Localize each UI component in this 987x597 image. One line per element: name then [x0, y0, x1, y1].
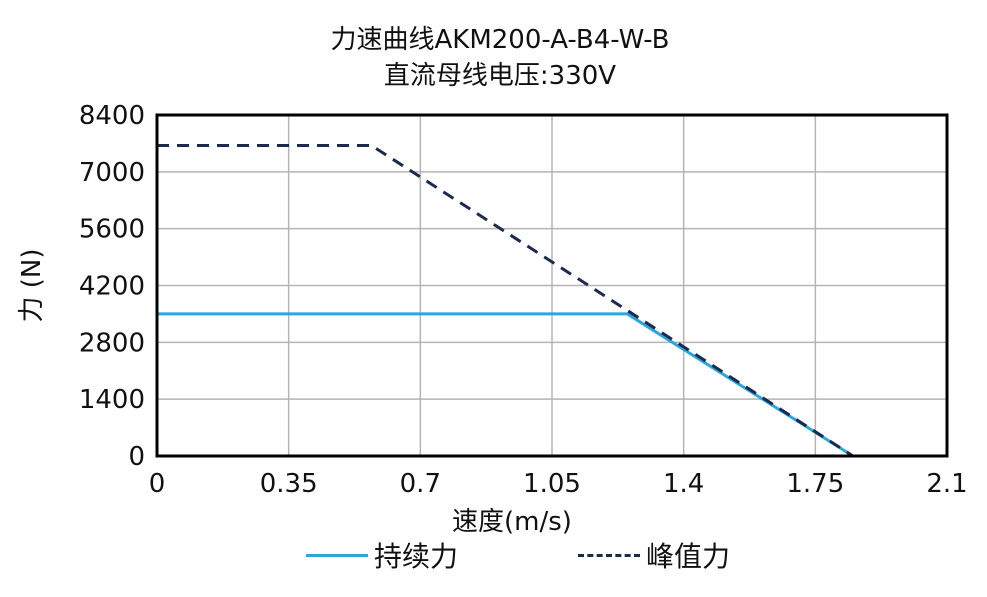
- x-tick-label: 2.1: [926, 469, 967, 499]
- plot-frame: [155, 113, 949, 458]
- x-tick-label: 1.4: [663, 469, 704, 499]
- x-tick-label: 1.75: [786, 469, 844, 499]
- y-tick-label: 4200: [79, 272, 145, 302]
- chart-title: 力速曲线AKM200-A-B4-W-B: [330, 25, 670, 55]
- y-tick-label: 8400: [79, 101, 145, 131]
- legend-item-continuous: 持续力: [306, 535, 458, 575]
- legend-label-continuous: 持续力: [374, 540, 459, 573]
- grid: [156, 114, 948, 457]
- x-tick-label: 0.35: [260, 469, 318, 499]
- x-axis-label: 速度(m/s): [452, 507, 572, 537]
- legend-item-peak: 峰值力: [578, 535, 730, 575]
- y-tick-label: 5600: [79, 215, 145, 245]
- y-axis-label: 力 (N): [17, 248, 47, 322]
- legend-swatch-dashed: [578, 553, 640, 557]
- x-tick-label: 1.05: [523, 469, 581, 499]
- series-line-peak: [157, 143, 854, 458]
- legend-label-peak: 峰值力: [646, 540, 731, 573]
- legend-swatch-solid: [306, 553, 368, 557]
- y-tick-label: 1400: [79, 385, 145, 415]
- y-tick-label: 0: [128, 442, 145, 472]
- series-line-continuous: [157, 312, 854, 458]
- tick-labels: 0 0.35 0.7 1.05 1.4 1.75 2.1 0 1400 2800 4200 5600 7…: [79, 101, 968, 499]
- series-layer: [157, 143, 854, 458]
- y-tick-label: 2800: [79, 328, 145, 358]
- y-tick-label: 7000: [79, 158, 145, 188]
- x-tick-label: 0: [149, 469, 166, 499]
- x-tick-label: 0.7: [400, 469, 441, 499]
- chart-subtitle: 直流母线电压:330V: [383, 61, 617, 91]
